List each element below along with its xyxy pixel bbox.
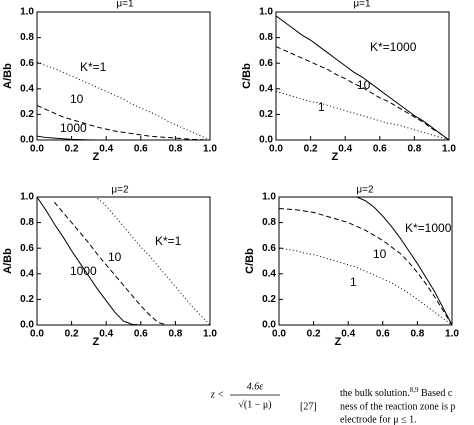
y-tick-label: 0.0 [20, 135, 34, 146]
y-tick-label: 0.6 [20, 58, 34, 69]
y-tick-label: 0.4 [20, 83, 34, 94]
data-line [36, 135, 210, 141]
y-tick-label: 0.0 [20, 320, 34, 331]
x-axis-label: Z [334, 336, 341, 348]
y-axis-label: A/Bb [2, 248, 14, 274]
plot-frame [36, 196, 211, 326]
series-label: K*=1 [155, 234, 182, 248]
data-line [36, 104, 211, 141]
x-tick-label: 0.4 [99, 144, 113, 155]
series-label: 10 [70, 92, 84, 106]
series-label: K*=1000 [405, 221, 452, 235]
data-line [275, 90, 450, 141]
x-tick-label: 0.0 [272, 329, 286, 340]
series-label: 1000 [60, 121, 87, 135]
y-tick-label: 0.8 [259, 32, 273, 43]
series-label: 10 [357, 78, 371, 92]
x-axis-label: Z [92, 151, 99, 163]
y-tick-label: 1.0 [20, 192, 34, 203]
paragraph-line: ness of the reaction zone is p [340, 401, 456, 412]
series-label: K*=1 [80, 60, 107, 74]
superscript: 8,9 [410, 386, 419, 394]
chart-title: μ=2 [111, 185, 129, 196]
chart-title: μ=1 [116, 0, 134, 10]
x-tick-label: 0.8 [407, 144, 421, 155]
y-tick-label: 0.6 [20, 243, 34, 254]
y-tick-label: 0.6 [259, 58, 273, 69]
equation-number: [27] [300, 401, 317, 412]
x-tick-label: 0.2 [65, 329, 79, 340]
data-line [97, 197, 211, 326]
y-tick-label: 0.8 [20, 32, 34, 43]
chart-title: μ=2 [356, 185, 374, 196]
x-tick-label: 1.0 [203, 329, 217, 340]
equation-numerator: 4.6ε [247, 381, 264, 392]
data-line [313, 196, 453, 326]
x-tick-label: 0.0 [30, 329, 44, 340]
series-label: 1 [350, 275, 357, 289]
x-tick-label: 0.2 [65, 144, 79, 155]
equation-denominator: √(1 − μ) [238, 399, 271, 410]
y-tick-label: 0.8 [262, 217, 276, 228]
y-tick-label: 0.4 [20, 268, 34, 279]
x-tick-label: 0.0 [269, 144, 283, 155]
y-tick-label: 0.2 [259, 109, 273, 120]
x-tick-label: 0.6 [134, 144, 148, 155]
plot-frame [275, 11, 450, 141]
y-tick-label: 0.2 [20, 109, 34, 120]
data-line [278, 247, 453, 326]
x-tick-label: 0.8 [410, 329, 424, 340]
y-tick-label: 0.2 [20, 294, 34, 305]
x-tick-label: 0.4 [338, 144, 352, 155]
series-label: 1000 [70, 264, 97, 278]
data-line [275, 46, 450, 141]
x-tick-label: 0.2 [307, 329, 321, 340]
x-axis-label: Z [92, 336, 99, 348]
y-tick-label: 1.0 [262, 192, 276, 203]
plot-frame [278, 196, 453, 326]
y-tick-label: 0.8 [20, 217, 34, 228]
data-line [36, 196, 210, 326]
y-tick-label: 0.4 [262, 268, 276, 279]
text-run: Based c [418, 388, 452, 399]
y-tick-label: 0.2 [262, 294, 276, 305]
x-tick-label: 0.2 [304, 144, 318, 155]
series-label: K*=1000 [370, 40, 417, 54]
y-tick-label: 0.4 [259, 83, 273, 94]
x-axis-label: Z [331, 151, 338, 163]
data-line [275, 15, 450, 141]
y-tick-label: 0.6 [262, 243, 276, 254]
x-tick-label: 0.0 [30, 144, 44, 155]
series-label: 10 [373, 247, 387, 261]
x-tick-label: 0.8 [168, 329, 182, 340]
x-tick-label: 0.6 [134, 329, 148, 340]
x-tick-label: 1.0 [445, 329, 459, 340]
x-tick-label: 1.0 [442, 144, 456, 155]
x-tick-label: 0.4 [99, 329, 113, 340]
y-tick-label: 1.0 [20, 7, 34, 18]
chart-title: μ=1 [353, 0, 371, 10]
text-run: the bulk solution. [340, 388, 410, 399]
x-tick-label: 0.6 [376, 329, 390, 340]
series-label: 10 [108, 250, 122, 264]
equation-lhs: z < [210, 389, 224, 400]
x-tick-label: 0.6 [373, 144, 387, 155]
x-tick-label: 0.8 [168, 144, 182, 155]
data-line [36, 61, 211, 141]
y-axis-label: C/Bb [244, 248, 256, 274]
y-axis-label: A/Bb [2, 63, 14, 89]
paragraph-line: the bulk solution.8,9 Based c [340, 386, 453, 400]
x-tick-label: 0.4 [341, 329, 355, 340]
y-tick-label: 0.0 [262, 320, 276, 331]
y-axis-label: C/Bb [241, 63, 253, 89]
y-tick-label: 0.0 [259, 135, 273, 146]
x-tick-label: 1.0 [203, 144, 217, 155]
data-line [278, 208, 453, 326]
paragraph-line: electrode for μ ≤ 1. [340, 414, 417, 425]
y-tick-label: 1.0 [259, 7, 273, 18]
series-label: 1 [318, 100, 325, 114]
